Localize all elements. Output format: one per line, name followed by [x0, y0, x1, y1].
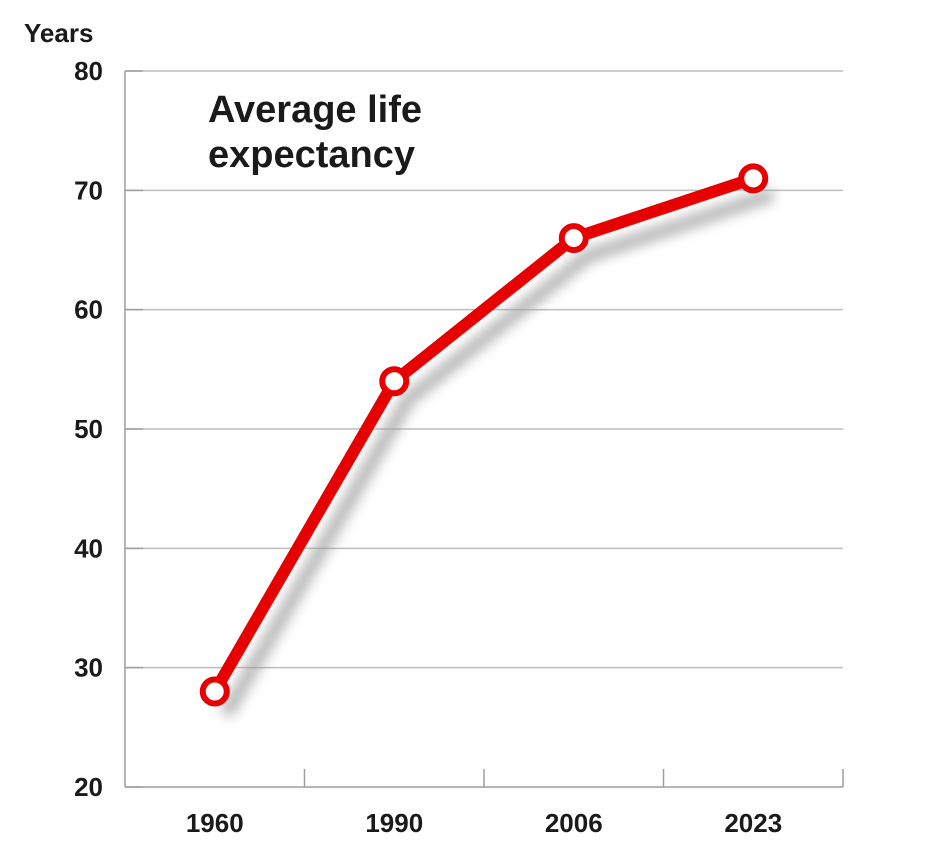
series-shadow-line [221, 189, 775, 717]
series-line [208, 172, 760, 698]
x-tick-label: 1960 [186, 808, 244, 838]
data-point-marker [379, 366, 410, 397]
x-tick-label: 1990 [365, 808, 423, 838]
y-tick-label: 50 [74, 414, 103, 444]
x-tick-labels: 1960 1990 2006 2023 [186, 808, 782, 838]
y-tick-label: 60 [74, 295, 103, 325]
y-tick-label: 20 [74, 772, 103, 802]
x-tick-label: 2023 [724, 808, 782, 838]
y-tick-label: 30 [74, 653, 103, 683]
y-axis-unit-label: Years [24, 18, 93, 48]
series-life-expectancy [199, 163, 769, 707]
y-tick-label: 70 [74, 175, 103, 205]
data-point-marker [738, 163, 769, 194]
chart-title-line-1: Average life [208, 89, 422, 131]
grid-lines [125, 70, 843, 669]
chart-title: Average life expectancy [208, 89, 422, 176]
y-tick-label: 80 [74, 56, 103, 86]
y-tick-label: 40 [74, 533, 103, 563]
series-shadow [221, 189, 775, 717]
data-point-marker [199, 676, 230, 707]
axes [124, 70, 844, 788]
data-point-marker [558, 223, 589, 254]
y-tick-labels: 20 30 40 50 60 70 80 [74, 56, 103, 802]
chart-title-line-2: expectancy [208, 134, 415, 176]
x-tick-label: 2006 [545, 808, 603, 838]
